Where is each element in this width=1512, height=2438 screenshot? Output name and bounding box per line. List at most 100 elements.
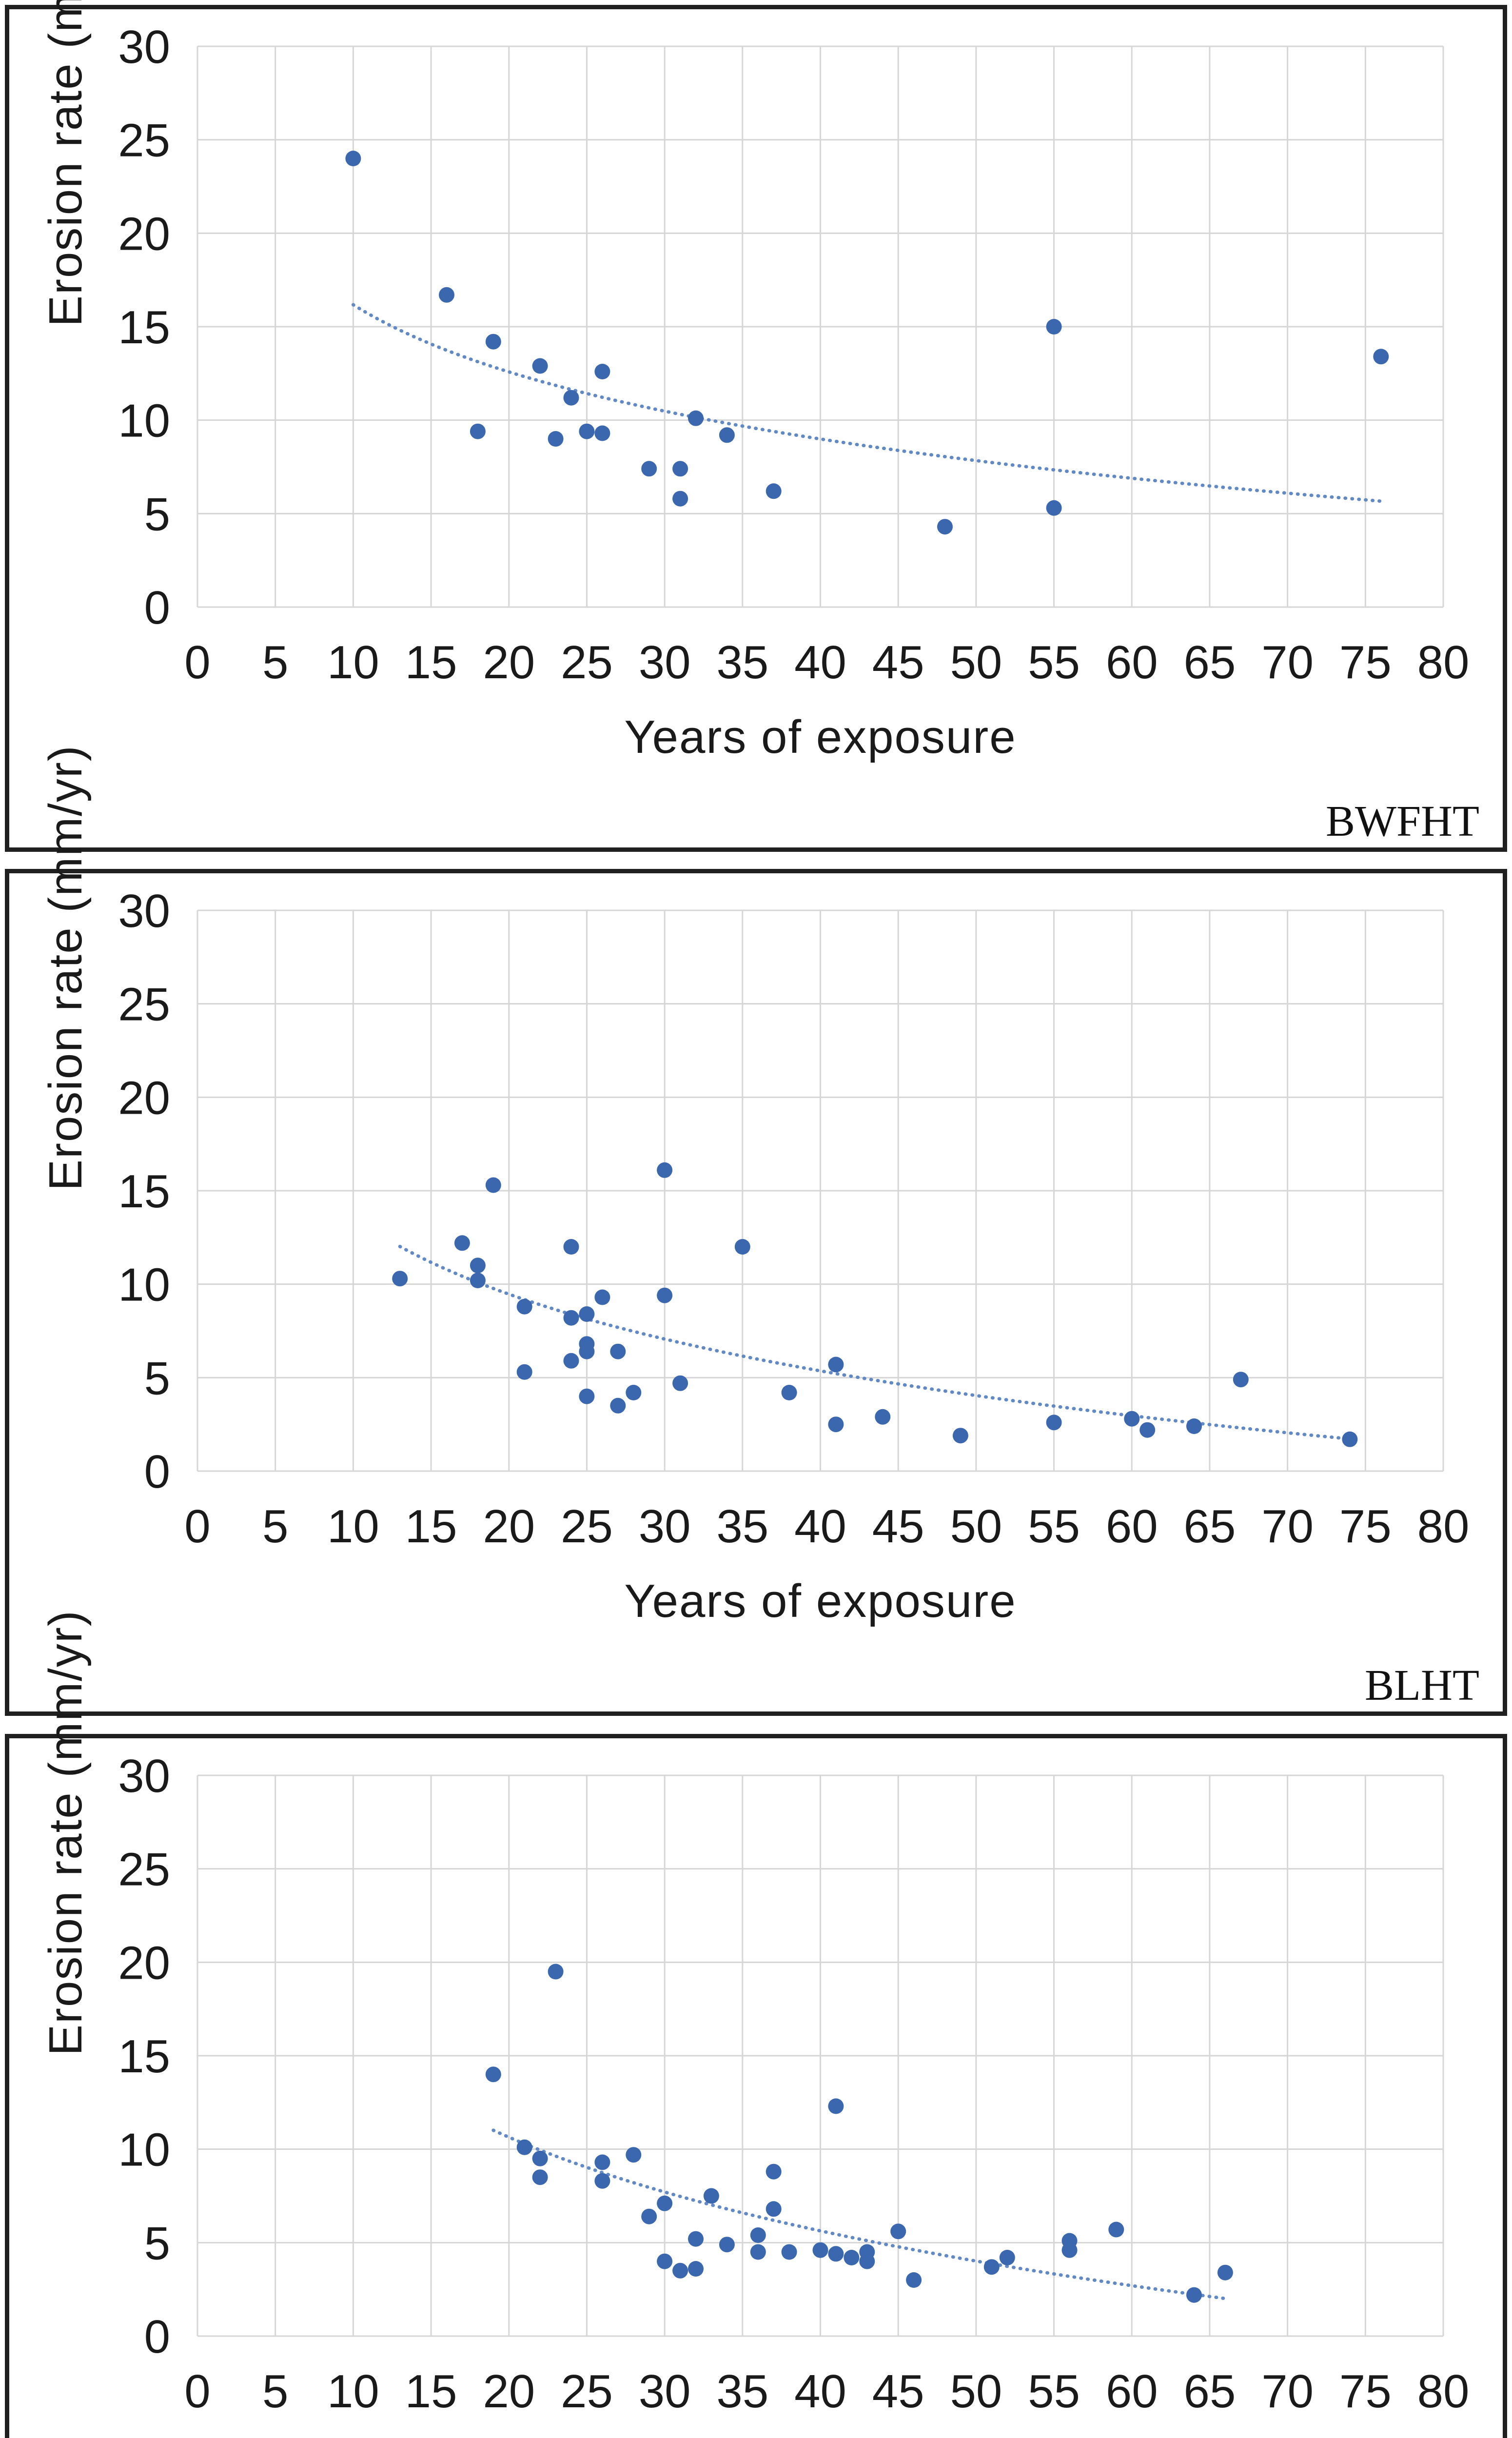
data-point <box>890 2223 906 2240</box>
data-point <box>781 2244 797 2260</box>
data-point <box>532 2150 548 2166</box>
data-point <box>485 2066 501 2083</box>
data-point <box>688 410 704 426</box>
data-point <box>485 1177 501 1193</box>
x-tick-label: 25 <box>561 636 613 688</box>
data-point <box>516 1364 532 1380</box>
x-tick-label: 55 <box>1028 2365 1080 2418</box>
data-point <box>563 1353 579 1369</box>
data-point <box>688 2261 704 2277</box>
data-point <box>657 2195 673 2211</box>
data-point <box>859 2253 875 2269</box>
data-point <box>766 2201 782 2217</box>
data-point <box>594 364 610 379</box>
data-point <box>594 1289 610 1305</box>
data-point <box>844 2250 860 2265</box>
data-point <box>626 1385 642 1400</box>
data-point <box>594 2173 610 2189</box>
y-tick-label: 15 <box>118 2030 170 2083</box>
data-point <box>594 425 610 441</box>
data-point <box>999 2250 1015 2265</box>
trend-line <box>398 1244 1352 1441</box>
x-tick-label: 80 <box>1417 1500 1470 1553</box>
x-tick-label: 50 <box>950 1500 1002 1553</box>
data-point <box>516 1298 532 1315</box>
y-tick-label: 30 <box>118 21 170 73</box>
data-point <box>937 519 953 535</box>
x-tick-label: 70 <box>1261 636 1314 688</box>
data-point <box>828 1416 844 1433</box>
y-tick-label: 10 <box>118 2124 170 2176</box>
data-point <box>610 1343 626 1359</box>
x-tick-label: 50 <box>950 2365 1002 2418</box>
data-point <box>750 2244 766 2260</box>
y-tick-label: 20 <box>118 1937 170 1989</box>
x-tick-label: 50 <box>950 636 1002 688</box>
data-point <box>548 1964 564 1980</box>
data-point <box>579 1343 595 1359</box>
y-tick-label: 5 <box>144 488 170 540</box>
x-tick-label: 20 <box>483 2365 535 2418</box>
x-tick-label: 45 <box>872 2365 924 2418</box>
y-tick-label: 25 <box>118 1844 170 1896</box>
data-point <box>626 2147 642 2163</box>
y-tick-label: 10 <box>118 395 170 447</box>
scatter-plot-blht: 0 5 10 15 20 25 30 35 40 45 50 55 60 65 70 75 8005101520… <box>118 885 1470 1553</box>
x-tick-label: 40 <box>794 2365 846 2418</box>
data-point <box>828 1357 844 1373</box>
data-point <box>563 1239 579 1255</box>
data-point <box>657 1162 673 1178</box>
x-tick-label: 80 <box>1417 2365 1470 2418</box>
y-tick-label: 15 <box>118 301 170 354</box>
data-point <box>579 423 595 439</box>
x-tick-label: 15 <box>405 636 457 688</box>
data-point <box>672 461 688 477</box>
data-point <box>579 1306 595 1322</box>
data-point <box>906 2272 922 2288</box>
y-tick-label: 0 <box>144 2311 170 2363</box>
y-tick-label: 5 <box>144 2217 170 2269</box>
data-point <box>1046 1415 1062 1431</box>
y-tick-label: 25 <box>118 979 170 1031</box>
x-tick-label: 10 <box>327 2365 379 2418</box>
data-point <box>439 287 454 303</box>
data-point <box>485 334 501 350</box>
x-tick-label: 75 <box>1339 1500 1392 1553</box>
data-point <box>719 2237 735 2253</box>
data-point <box>1124 1411 1140 1427</box>
panel-corner-label: BWFHT <box>1326 797 1479 845</box>
data-point <box>594 2154 610 2170</box>
scatter-plot-dvht: 0 5 10 15 20 25 30 35 40 45 50 55 60 65 70 75 8005101520… <box>118 1750 1470 2418</box>
data-point <box>563 1310 579 1326</box>
data-point <box>1217 2264 1233 2281</box>
data-point <box>1061 2242 1078 2258</box>
x-axis-title: Years of exposure <box>624 711 1017 763</box>
x-tick-label: 75 <box>1339 636 1392 688</box>
data-point <box>766 483 782 499</box>
x-tick-label: 0 <box>184 636 210 688</box>
x-tick-label: 10 <box>327 636 379 688</box>
x-tick-label: 55 <box>1028 1500 1080 1553</box>
y-tick-label: 30 <box>118 885 170 937</box>
data-point <box>548 431 564 447</box>
x-tick-label: 10 <box>327 1500 379 1553</box>
data-point <box>454 1235 470 1251</box>
data-point <box>1186 2287 1202 2303</box>
data-point <box>563 390 579 406</box>
x-tick-label: 30 <box>639 2365 691 2418</box>
x-tick-label: 65 <box>1184 2365 1236 2418</box>
x-tick-label: 25 <box>561 1500 613 1553</box>
x-tick-label: 70 <box>1261 2365 1314 2418</box>
x-tick-label: 60 <box>1106 636 1158 688</box>
x-tick-label: 5 <box>262 1500 288 1553</box>
x-tick-label: 0 <box>184 2365 210 2418</box>
y-tick-label: 25 <box>118 115 170 167</box>
y-tick-label: 15 <box>118 1165 170 1218</box>
x-tick-label: 20 <box>483 636 535 688</box>
data-point <box>672 1375 688 1391</box>
data-point <box>641 2208 657 2224</box>
data-point <box>1046 319 1062 334</box>
data-point <box>1373 349 1389 365</box>
x-tick-label: 60 <box>1106 2365 1158 2418</box>
data-point <box>734 1239 750 1255</box>
